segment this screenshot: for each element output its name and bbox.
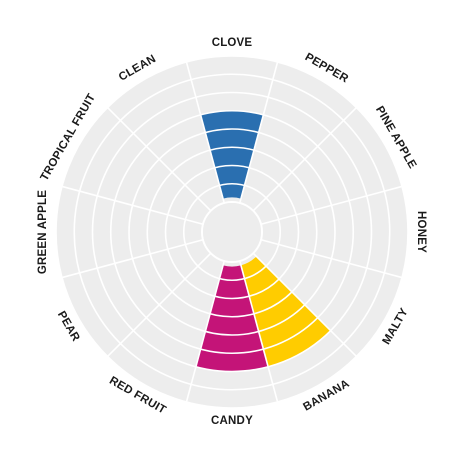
grid-spoke [238, 61, 279, 204]
wheel-hub [203, 203, 261, 261]
grid-spoke [106, 106, 212, 212]
grid-ring [146, 146, 318, 318]
grid-spoke [106, 252, 212, 358]
grid-ring [128, 128, 336, 336]
grid-spoke [61, 238, 204, 279]
bar-candy [195, 265, 269, 372]
wheel-segments [195, 110, 331, 372]
wheel-grid [55, 55, 409, 409]
grid-ring [182, 182, 282, 282]
grid-ring [91, 91, 373, 373]
grid-ring [55, 55, 409, 409]
grid-ring [164, 164, 300, 300]
grid-spoke [260, 185, 403, 226]
grid-spoke [238, 260, 279, 403]
grid-ring [73, 73, 391, 391]
label-clove: CLOVE [212, 37, 253, 49]
bar-clove [200, 110, 264, 199]
grid-spoke [185, 61, 226, 204]
grid-spoke [61, 185, 204, 226]
label-candy: CANDY [211, 415, 253, 427]
bar-banana [240, 256, 331, 367]
grid-spoke [252, 106, 358, 212]
grid-ring [109, 109, 355, 355]
label-green-apple: GREEN APPLE [37, 190, 49, 274]
grid-spoke [260, 238, 403, 279]
grid-spoke [252, 252, 358, 358]
grid-spoke [185, 260, 226, 403]
label-honey: HONEY [415, 211, 427, 253]
grid-ring [201, 201, 263, 263]
